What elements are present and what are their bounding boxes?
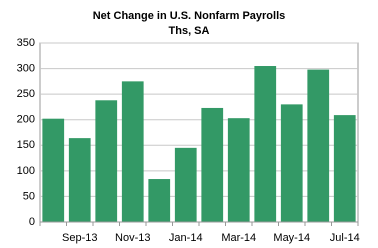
y-tick-label: 200 (17, 114, 35, 126)
chart-subtitle: Ths, SA (169, 25, 210, 37)
bar (148, 179, 171, 222)
bar (121, 81, 144, 222)
x-tick-label: Mar-14 (221, 232, 256, 244)
bar (42, 118, 65, 222)
x-tick-label: Jul-14 (330, 232, 360, 244)
y-tick-label: 300 (17, 62, 35, 74)
bar (227, 118, 250, 222)
y-tick-label: 0 (29, 216, 35, 228)
bar (68, 138, 91, 222)
y-tick-label: 350 (17, 37, 35, 49)
x-tick-label: May-14 (273, 232, 310, 244)
x-tick-label: Nov-13 (115, 232, 150, 244)
bar (333, 115, 356, 222)
x-tick-label: Sep-13 (62, 232, 97, 244)
bar (95, 100, 118, 222)
bar (254, 66, 277, 222)
y-tick-label: 150 (17, 139, 35, 151)
y-tick-label: 100 (17, 165, 35, 177)
bar (174, 147, 197, 222)
y-tick-label: 50 (23, 190, 35, 202)
bar (201, 107, 224, 222)
y-tick-label: 250 (17, 88, 35, 100)
chart-title: Net Change in U.S. Nonfarm Payrolls (93, 10, 286, 22)
bar (280, 104, 303, 222)
x-tick-label: Jan-14 (169, 232, 203, 244)
bar (307, 69, 330, 222)
